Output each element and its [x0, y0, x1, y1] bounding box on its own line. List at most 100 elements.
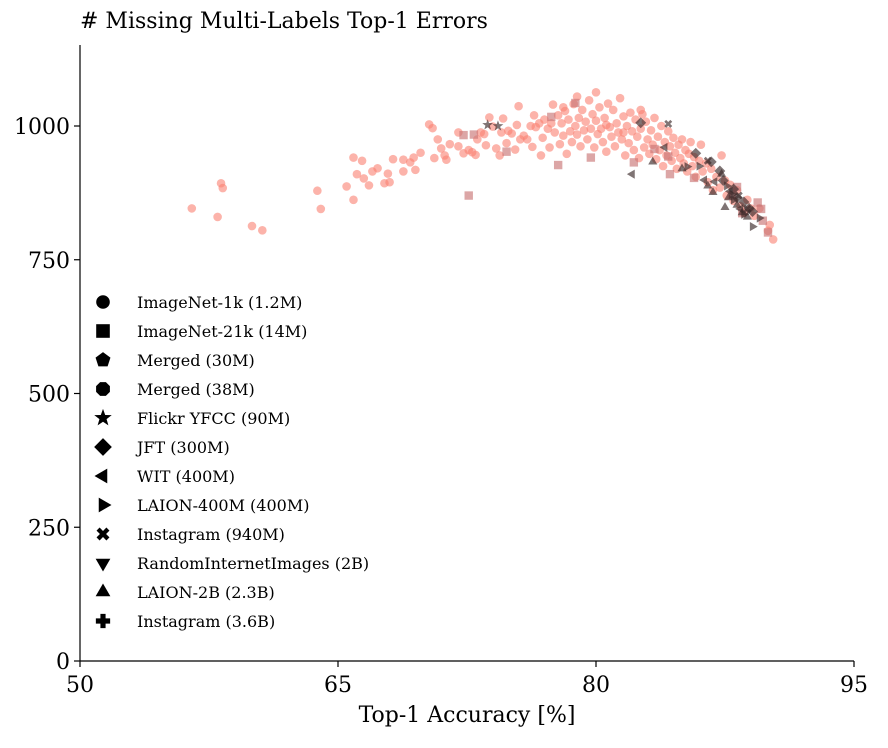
data-point [540, 115, 549, 124]
data-point [626, 169, 635, 179]
data-point [677, 135, 687, 144]
legend-marker-triangle-right [98, 497, 112, 513]
data-point [653, 132, 663, 141]
legend-item: ImageNet-1k (1.2M) [96, 293, 302, 312]
legend-marker-triangle-up [95, 583, 111, 597]
data-point [485, 113, 494, 122]
data-point [657, 121, 666, 131]
data-point [430, 153, 439, 163]
data-point [559, 131, 568, 140]
data-point [741, 209, 750, 219]
data-point [723, 192, 733, 201]
data-point [247, 221, 257, 231]
legend-item: Instagram (3.6B) [95, 612, 275, 631]
data-point [688, 161, 697, 171]
data-point [635, 117, 647, 129]
data-point [411, 165, 420, 175]
data-point [409, 153, 418, 162]
data-point [629, 158, 639, 167]
data-point [738, 196, 750, 208]
data-point [620, 151, 630, 160]
data-point [612, 119, 621, 128]
data-point [571, 121, 580, 131]
data-point [213, 212, 222, 222]
data-point [584, 96, 594, 105]
data-point [627, 127, 637, 136]
data-point [442, 155, 451, 165]
data-point [383, 169, 393, 178]
data-point [562, 149, 572, 159]
legend-item: Merged (38M) [96, 380, 255, 399]
data-point [732, 199, 742, 208]
legend-marker-square [96, 324, 110, 338]
data-point [758, 216, 768, 225]
data-point [643, 135, 652, 144]
data-point [650, 144, 659, 154]
data-point [709, 177, 718, 187]
data-point [399, 155, 408, 165]
legend-marker-triangle-down [95, 558, 111, 572]
data-point [454, 142, 463, 151]
data-point [608, 105, 618, 115]
x-tick-label: 95 [840, 673, 868, 698]
data-point [546, 119, 556, 128]
data-point [553, 160, 563, 170]
data-point [479, 129, 489, 139]
x-ticks: 50 65 80 95 [66, 661, 868, 698]
data-point [670, 148, 680, 158]
data-point [469, 130, 479, 139]
data-point [514, 101, 523, 111]
data-point [658, 161, 668, 171]
data-point [598, 137, 608, 147]
data-point [464, 191, 473, 200]
data-point [385, 177, 394, 187]
data-point [686, 137, 695, 147]
data-point [763, 228, 773, 237]
data-point [591, 116, 601, 125]
data-point [516, 135, 525, 144]
legend-marker-octagon [96, 382, 110, 396]
data-point [636, 124, 646, 133]
data-point [664, 119, 673, 128]
data-point [610, 142, 620, 151]
data-point [359, 174, 369, 183]
data-point [522, 135, 532, 144]
data-point [416, 148, 425, 158]
data-point [572, 130, 582, 139]
data-point [553, 111, 563, 120]
data-point [492, 120, 504, 131]
data-point [564, 115, 573, 124]
data-point [717, 175, 729, 187]
data-point [565, 127, 575, 136]
data-point [187, 204, 197, 213]
data-point [615, 93, 625, 103]
legend-label: ImageNet-21k (14M) [137, 322, 307, 341]
legend-item: Flickr YFCC (90M) [94, 408, 290, 428]
data-point [665, 142, 675, 151]
data-point [629, 145, 639, 155]
legend-marker-x [96, 527, 110, 541]
legend-label: LAION-2B (2.3B) [137, 583, 275, 602]
x-tick-label: 80 [582, 673, 610, 698]
legend-label: Instagram (3.6B) [137, 612, 275, 631]
data-point [445, 139, 455, 149]
series-circle [187, 87, 778, 244]
legend: ImageNet-1k (1.2M) ImageNet-21k (14M) Merg… [94, 293, 369, 631]
data-point [732, 182, 742, 192]
data-point [703, 180, 713, 189]
data-point [665, 169, 675, 179]
data-point [663, 127, 673, 136]
data-point [482, 119, 494, 130]
data-point [619, 112, 628, 121]
data-point [749, 222, 758, 232]
data-point [364, 181, 374, 190]
legend-label: RandomInternetImages (2B) [137, 554, 369, 573]
data-point [690, 147, 702, 159]
data-point [622, 121, 632, 131]
y-ticks: 0 250 500 750 1000 [14, 115, 80, 675]
data-point [743, 204, 752, 213]
data-point [650, 113, 659, 123]
series-triangle-left [626, 142, 744, 214]
legend-item: JFT (300M) [94, 438, 230, 457]
data-point [571, 98, 580, 108]
